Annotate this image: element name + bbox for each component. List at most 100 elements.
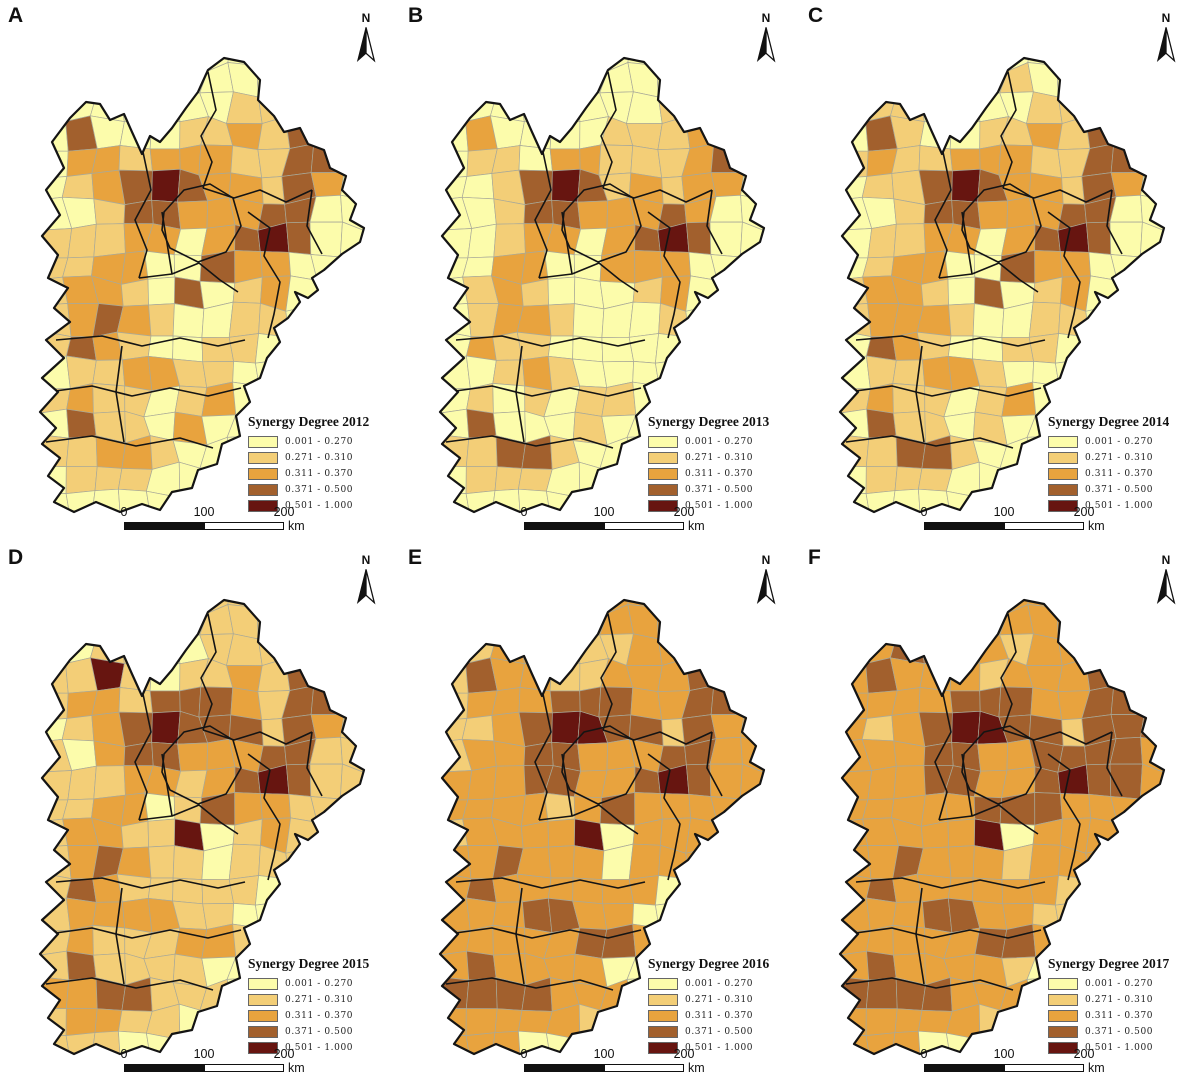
county-cell [632,903,660,929]
county-cell [199,464,237,498]
north-arrow-icon: N [1154,554,1178,605]
county-cell [1113,657,1145,687]
county-cell [336,844,364,872]
county-cell [310,172,345,197]
county-cell [840,58,865,65]
legend-label: 0.311 - 0.370 [285,1010,354,1021]
prefecture-boundary [845,977,1014,991]
county-cell [1001,381,1037,417]
county-cell [440,355,471,390]
choropleth-map [12,56,366,514]
county-cell [840,150,869,179]
county-cell [12,360,38,389]
county-cell [255,875,290,906]
county-cell [286,877,310,904]
county-cell [1111,61,1145,97]
county-cell [738,118,764,149]
county-cell [972,845,1005,880]
county-cell [1032,361,1060,387]
county-cell [1086,600,1113,613]
legend-swatch [248,1025,278,1038]
legend-swatch [648,1009,678,1022]
legend-swatch [1048,977,1078,990]
county-cell [516,873,552,903]
county-cell [840,1034,872,1054]
prefecture-boundary [538,262,639,293]
county-cell [599,464,637,498]
scale-bar: 0 100 200 km [518,505,733,539]
county-cell [975,58,1009,72]
county-cell [40,223,41,259]
county-cell [599,1006,637,1040]
county-cell [440,492,444,512]
prefecture-boundary [1000,71,1017,189]
county-cell [62,600,98,611]
county-cell [656,605,692,641]
county-cell [1108,303,1139,337]
county-cell [490,1030,522,1054]
county-cell [1136,328,1164,362]
county-cell [440,897,471,932]
north-label: N [761,553,771,567]
county-cell [40,492,44,512]
county-cell [812,902,838,931]
county-cell [737,256,764,285]
prefecture-boundary [306,731,323,797]
county-cell [490,488,522,512]
county-cell [862,798,895,820]
legend-title: Synergy Degree 2016 [648,956,770,971]
county-cell [1142,603,1164,640]
legend-label: 0.271 - 0.310 [1085,994,1154,1005]
prefecture-boundary [602,187,713,203]
legend-label: 0.311 - 0.370 [1085,1010,1154,1021]
county-cell [461,173,495,200]
county-cell [465,490,496,512]
prefecture-boundary [855,335,1046,347]
county-cell [717,634,745,667]
county-cell [738,383,764,415]
county-cell [440,600,465,607]
county-cell [489,67,522,97]
legend-row: 0.001 - 0.270 [1048,976,1180,991]
county-cell [998,686,1034,718]
legend-swatch [1048,451,1078,464]
county-cell [840,820,843,851]
prefecture-boundary [1106,189,1123,255]
county-cell [440,689,441,721]
county-cell [948,845,975,879]
legend-row: 0.371 - 0.500 [248,482,380,497]
county-cell [40,765,41,801]
county-cell [1028,875,1059,906]
county-cell [440,845,472,880]
county-cell [466,950,497,981]
legend-rows: 0.001 - 0.270 0.271 - 0.310 0.311 - 0.370 0… [248,976,380,1055]
legend-label: 0.371 - 0.500 [1085,484,1154,495]
county-cell [867,223,897,259]
county-cell [812,872,835,904]
county-cell [949,657,981,692]
county-cell [684,634,718,660]
county-cell [1142,58,1164,72]
county-cell [440,770,473,801]
county-cell [412,93,437,123]
region-outline [38,598,366,1056]
county-cell [1087,63,1118,99]
county-cell [686,58,713,71]
county-cell [62,58,98,69]
county-cell [40,434,44,468]
county-cell [548,845,575,879]
county-cell [686,335,710,362]
legend-title: Synergy Degree 2012 [248,414,370,429]
county-cell [866,408,897,439]
county-cell [467,223,497,259]
county-cell [147,818,176,848]
county-cell [342,58,364,72]
legend-label: 0.271 - 0.310 [1085,452,1154,463]
county-cell [684,924,719,961]
county-cell [286,600,313,613]
county-cell [1113,115,1145,145]
county-cell [709,58,745,71]
scale-bar-filled [125,1065,204,1071]
county-cell [89,67,122,97]
county-cell [257,638,289,667]
